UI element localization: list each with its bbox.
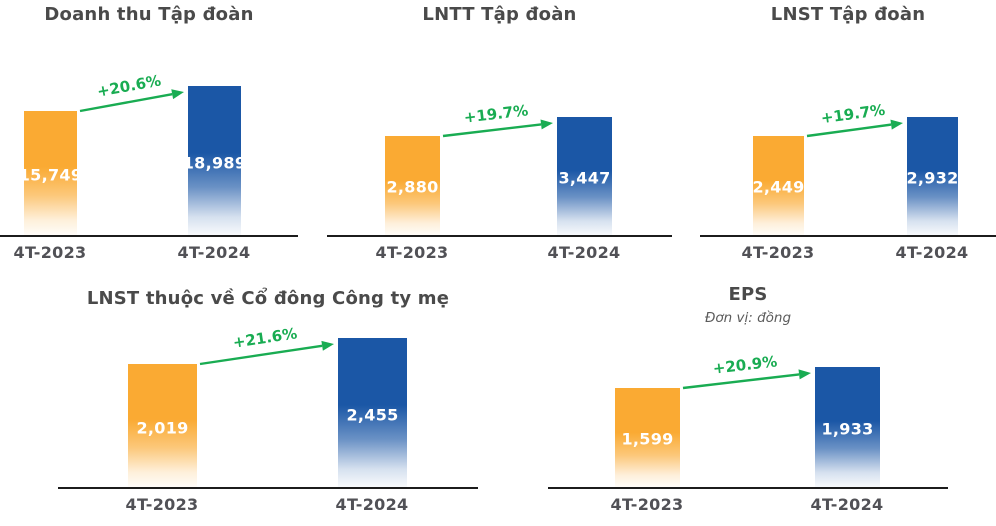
growth-percent-label: +19.7% [819,100,887,127]
chart-title: LNTT Tập đoàn [422,4,577,25]
bar-4t-2024: 1,933 [815,367,880,487]
chart-lntt-tap-doan: LNTT Tập đoàn 2,880 3,447 +19.7% 4T-2023… [327,0,672,270]
x-axis-line [327,235,672,237]
plot-area: 2,880 3,447 +19.7% [327,40,672,237]
bar-4t-2023: 2,880 [385,136,440,235]
bar-value-label: 2,449 [752,177,805,197]
chart-eps: EPS Đơn vị: đồng 1,599 1,933 +20.9% 4T-2… [548,270,948,526]
chart-title: EPS [728,284,768,305]
growth-percent-label: +21.6% [231,324,298,352]
x-axis-label-4t-2023: 4T-2023 [610,495,684,514]
bar-4t-2024: 2,932 [906,117,959,235]
x-axis-line [0,235,298,237]
growth-percent-label: +19.7% [462,100,530,127]
growth-arrow [442,119,553,138]
x-axis-line [58,487,478,489]
x-axis-label-4t-2023: 4T-2023 [125,495,199,514]
x-axis-label-4t-2023: 4T-2023 [741,243,815,262]
bar-value-label: 2,880 [386,177,439,197]
plot-area: 1,599 1,933 +20.9% [548,315,948,489]
bar-4t-2024: 2,455 [338,338,407,487]
chart-title: Doanh thu Tập đoàn [44,4,254,25]
plot-area: 2,019 2,455 +21.6% [58,315,478,489]
bar-value-label: 3,447 [558,168,611,188]
growth-arrow [682,369,811,390]
chart-subtitle-unit-note: Đơn vị: đồng [704,310,792,326]
bar-4t-2024: 3,447 [557,117,612,235]
bar-value-label: 2,019 [136,418,189,438]
bar-value-label: 1,933 [821,419,874,439]
chart-title: LNST thuộc về Cổ đông Công ty mẹ [86,288,450,309]
plot-area: 2,449 2,932 +19.7% [700,40,996,237]
bar-4t-2024: 18,989 [183,86,246,235]
plot-area: 15,749 18,989 +20.6% [0,40,298,237]
bar-4t-2023: 2,449 [752,136,805,235]
x-axis-label-4t-2023: 4T-2023 [375,243,449,262]
chart-title: LNST Tập đoàn [770,4,926,25]
x-axis-label-4t-2024: 4T-2024 [177,243,251,262]
chart-lnst-tap-doan: LNST Tập đoàn 2,449 2,932 +19.7% 4T-2023… [700,0,996,270]
bar-4t-2023: 2,019 [128,364,197,487]
bar-value-label: 2,932 [906,168,959,188]
x-axis-label-4t-2024: 4T-2024 [895,243,969,262]
x-axis-line [548,487,948,489]
x-axis-label-4t-2024: 4T-2024 [810,495,884,514]
bar-value-label: 18,989 [182,153,247,173]
bar-value-label: 1,599 [621,429,674,449]
x-axis-line [700,235,996,237]
chart-doanh-thu-tap-doan: Doanh thu Tập đoàn 15,749 18,989 +20.6% … [0,0,298,270]
x-axis-label-4t-2024: 4T-2024 [547,243,621,262]
x-axis-label-4t-2024: 4T-2024 [335,495,409,514]
bar-4t-2023: 15,749 [19,111,82,235]
x-axis-label-4t-2023: 4T-2023 [13,243,87,262]
growth-percent-label: +20.6% [95,71,163,101]
growth-percent-label: +20.9% [711,351,779,378]
chart-lnst-co-dong-cong-ty-me: LNST thuộc về Cổ đông Công ty mẹ 2,019 2… [58,270,478,526]
bar-value-label: 2,455 [346,405,399,425]
bar-value-label: 15,749 [18,165,83,185]
bar-4t-2023: 1,599 [615,388,680,487]
